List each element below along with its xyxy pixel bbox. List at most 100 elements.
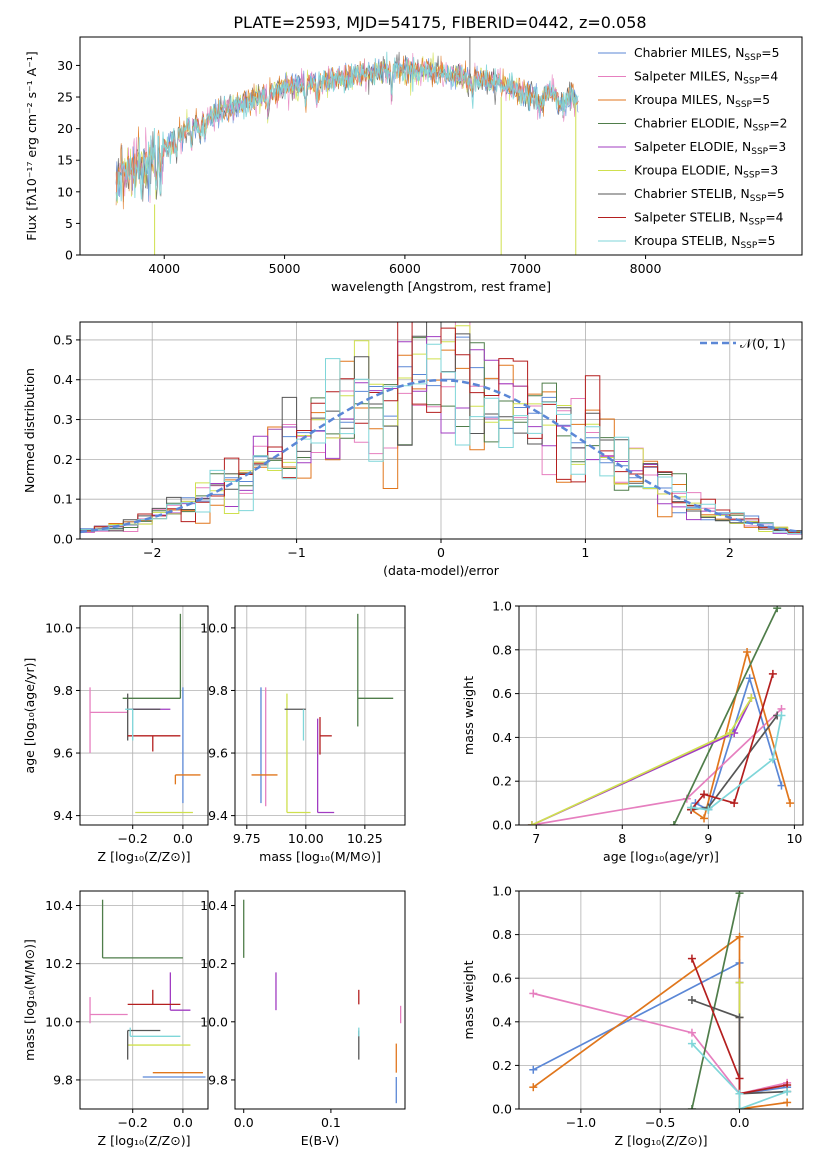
ytick-label-3: 10.4 (200, 898, 228, 913)
weight-line-7 (690, 673, 774, 811)
ytick-label-3: 0.6 (492, 971, 512, 986)
weight-marker-2-0 (529, 1083, 538, 1092)
weight-marker-8-3 (783, 1087, 792, 1096)
ytick-label-2: 10 (57, 184, 73, 199)
ytick-label-1: 10.0 (45, 1014, 73, 1029)
xtick-label-1: −1 (287, 545, 305, 560)
plot-area-mass-weight-vs-Z (529, 891, 792, 1109)
ytick-label-1: 0.1 (53, 492, 73, 507)
weight-marker-5-1 (725, 729, 734, 738)
xtick-label-2: 0.0 (730, 1115, 750, 1130)
x-axis-label: E(B-V) (301, 1133, 340, 1148)
weight-marker-2-3 (783, 1098, 792, 1107)
legend-item-4: Salpeter ELODIE, NSSP=3 (598, 140, 786, 157)
y-axis-label: Normed distribution (22, 368, 37, 493)
xtick-label-1: 0.1 (321, 1115, 341, 1130)
errorbar-7 (127, 735, 181, 752)
ytick-label-2: 0.2 (53, 452, 73, 467)
xtick-label-4: 2 (726, 545, 734, 560)
weight-marker-0-2 (745, 674, 754, 683)
errorbar-1 (89, 997, 128, 1024)
frame-age-vs-Z (79, 605, 209, 826)
x-axis-label: mass [log₁₀(M/M⊙)] (259, 849, 381, 864)
y-axis-label: age [log₁₀(age/yr)] (22, 658, 37, 774)
ytick-label-2: 9.8 (53, 683, 73, 698)
panel-spectrum: Chabrier MILES, NSSP=5 Salpeter MILES, NS… (24, 36, 803, 294)
y-axis-label: mass weight (461, 960, 476, 1039)
ytick-label-0: 9.8 (208, 1072, 228, 1087)
weight-marker-7-3 (768, 669, 777, 678)
x-axis-label: wavelength [Angstrom, rest frame] (331, 279, 551, 294)
legend-label-2: Kroupa MILES, NSSP=5 (634, 93, 770, 110)
errorbar-4 (316, 718, 335, 814)
ytick-label-5: 0.5 (53, 332, 73, 347)
legend-label-4: Salpeter ELODIE, NSSP=3 (634, 140, 786, 157)
ytick-label-2: 0.4 (492, 730, 512, 745)
weight-line-7 (691, 958, 788, 1095)
weight-marker-2-2 (743, 647, 752, 656)
xtick-label-2: 6000 (389, 261, 421, 276)
ytick-label-0: 0 (65, 248, 73, 263)
ytick-label-0: 9.8 (53, 1072, 73, 1087)
errorbar-3 (357, 613, 394, 727)
xtick-label-1: 10.00 (288, 831, 324, 846)
weight-marker-7-0 (687, 954, 696, 963)
ytick-label-1: 5 (65, 216, 73, 231)
weight-marker-5-0 (527, 821, 536, 825)
xtick-label-0: −0.2 (118, 831, 148, 846)
weight-marker-7-1 (735, 1074, 744, 1083)
weight-marker-8-1 (704, 805, 713, 814)
legend-label-0: Chabrier MILES, NSSP=5 (634, 46, 779, 63)
ytick-label-2: 10.2 (45, 956, 73, 971)
legend-item-1: Salpeter MILES, NSSP=4 (598, 70, 778, 87)
xtick-label-1: −0.5 (645, 1115, 675, 1130)
legend-label-5: Kroupa ELODIE, NSSP=3 (634, 164, 778, 181)
weight-marker-3-0 (669, 821, 678, 825)
ytick-label-1: 10.0 (200, 1014, 228, 1029)
errorbar-8 (125, 708, 134, 741)
weight-marker-5-2 (747, 693, 756, 702)
plot-area-age-vs-mass (251, 613, 394, 814)
legend-item-7: Salpeter STELIB, NSSP=4 (598, 211, 784, 228)
ytick-label-0: 9.4 (53, 808, 73, 823)
errorbar-6 (127, 1029, 161, 1060)
xtick-label-0: −1.0 (566, 1115, 596, 1130)
plot-area-residuals (80, 322, 802, 535)
errorbar-2 (174, 774, 201, 785)
ytick-label-1: 9.6 (53, 746, 73, 761)
panel-residuals: 𝒩(0, 1) −2 −1 0 1 2 0.0 0.1 0.2 0.3 0.4 0.5 (data-mo… (22, 321, 803, 578)
legend-item-2: Kroupa MILES, NSSP=5 (598, 93, 770, 110)
xtick-label-1: 0.0 (173, 1115, 193, 1130)
xtick-label-2: 0 (437, 545, 445, 560)
legend-label-1: Salpeter MILES, NSSP=4 (634, 70, 778, 87)
plot-area-mass-vs-ebv (243, 899, 402, 1104)
x-axis-label: Z [log₁₀(Z/Z⊙)] (98, 849, 191, 864)
weight-marker-6-1 (735, 1013, 744, 1022)
weight-marker-3-0 (687, 1105, 696, 1109)
weight-marker-8-0 (687, 803, 696, 812)
ytick-label-2: 9.8 (208, 683, 228, 698)
frame-mass-vs-Z (79, 890, 209, 1110)
weight-marker-2-1 (735, 932, 744, 941)
ytick-label-2: 10.2 (200, 956, 228, 971)
figure-title: PLATE=2593, MJD=54175, FIBERID=0442, z=0… (233, 13, 646, 32)
weight-marker-3-1 (735, 891, 744, 898)
weight-marker-8-2 (768, 755, 777, 764)
ytick-label-4: 0.8 (492, 642, 512, 657)
ytick-label-3: 10.0 (45, 620, 73, 635)
xtick-label-0: 0.0 (234, 1115, 254, 1130)
y-axis-label: Flux [fλ10⁻¹⁷ erg cm⁻² s⁻¹ A⁻¹] (24, 51, 39, 240)
ytick-label-5: 1.0 (492, 599, 512, 614)
legend-item-3: Chabrier ELODIE, NSSP=2 (598, 117, 787, 134)
xtick-label-4: 8000 (630, 261, 662, 276)
weight-marker-7-2 (730, 799, 739, 808)
panel-age-vs-mass: 9.75 10.00 10.25 9.4 9.6 9.8 10.0 mass [log₁₀(M… (200, 605, 406, 864)
xtick-label-0: 7 (532, 831, 540, 846)
xtick-label-0: 9.75 (233, 831, 261, 846)
ytick-label-1: 0.2 (492, 1058, 512, 1073)
weight-marker-6-0 (687, 996, 696, 1004)
errorbar-3 (101, 899, 183, 959)
xtick-label-2: 10.25 (347, 831, 383, 846)
frame-mass-weight-vs-Z (518, 890, 804, 1110)
